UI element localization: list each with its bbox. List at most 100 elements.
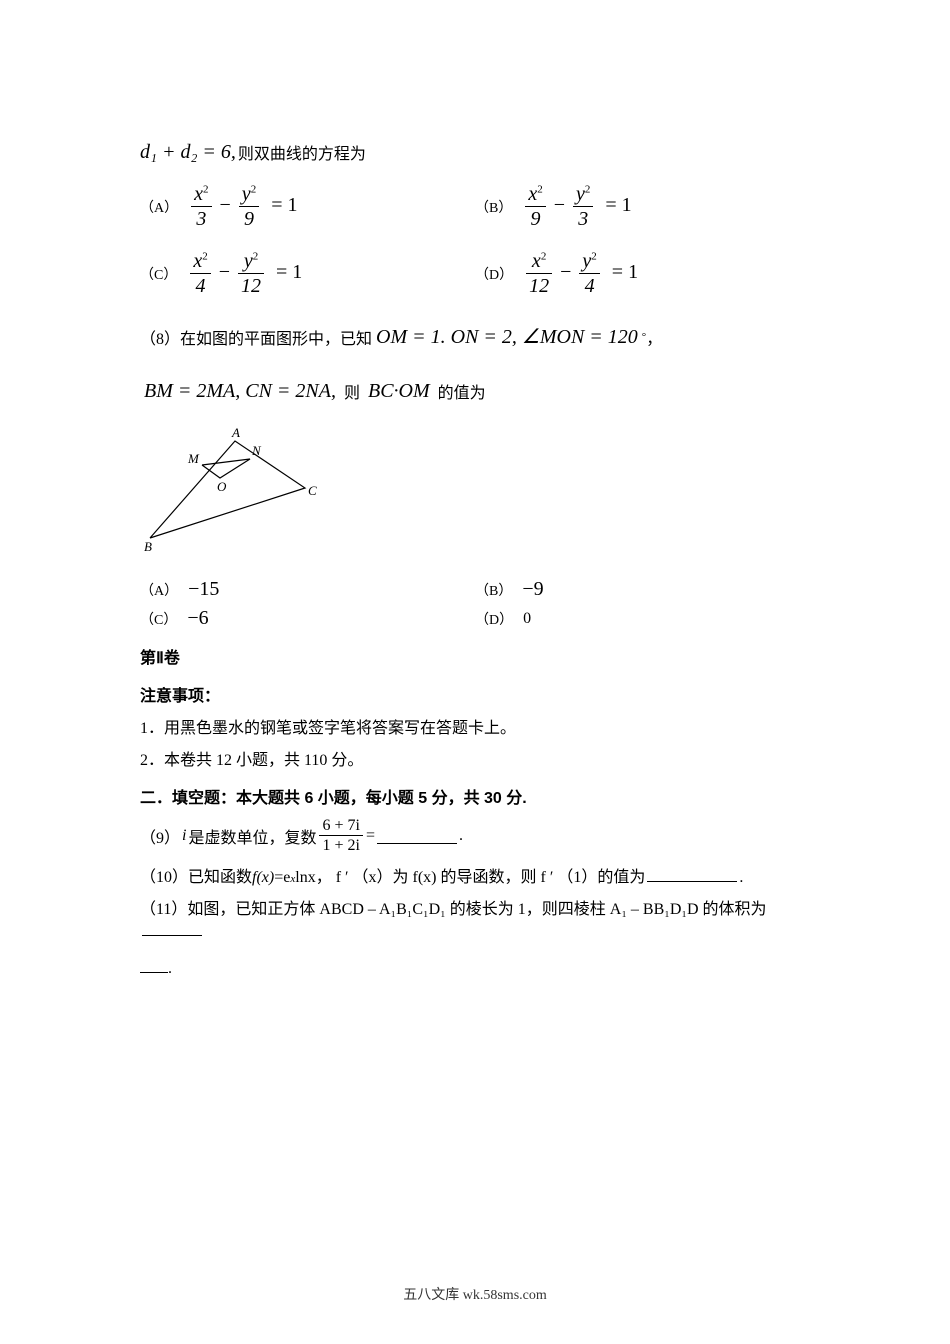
q9-num: 6 + 7i: [319, 816, 362, 835]
footer-text: 五八文库 wk.58sms.com: [0, 1284, 950, 1304]
label-B: B: [144, 539, 152, 554]
q8-mid: 则: [344, 379, 360, 403]
q11-label: （11）: [140, 895, 187, 919]
q8-opt-d: （D） 0: [475, 607, 810, 630]
label-A: A: [231, 425, 240, 440]
q9-pre: 是虚数单位，复数: [188, 824, 316, 848]
section2-note1: 1．用黑色墨水的钢笔或签字笔将答案写在答题卡上。: [140, 714, 810, 738]
den: 12: [238, 274, 264, 298]
den: 4: [193, 274, 209, 298]
section2-fill-head: 二．填空题：本大题共 6 小题，每小题 5 分，共 30 分.: [140, 784, 810, 808]
label-C: C: [308, 483, 317, 498]
q10-body-a: 已知函数: [188, 863, 252, 887]
q10-tail: .: [739, 869, 743, 887]
q7-opt-a: （A） x2 3 − y2 9 = 1: [140, 182, 475, 231]
frac-c1: x2 4: [190, 249, 210, 298]
frac-c2: y2 12: [238, 249, 264, 298]
sup: 2: [541, 250, 547, 262]
opt-label-d: （D）: [475, 264, 513, 284]
den: 4: [582, 274, 598, 298]
triangle-diagram-svg: A M N O C B: [140, 423, 330, 563]
q8-opt-b: （B） −9: [475, 578, 810, 601]
section2-note2: 2．本卷共 12 小题，共 110 分。: [140, 746, 810, 770]
den: 12: [526, 274, 552, 298]
q8-opt-val-d: 0: [523, 610, 531, 628]
q8-opt-label-c: （C）: [140, 609, 177, 629]
q8-eq2-right: BC·OM: [368, 380, 430, 403]
opt-a-eq: x2 3 − y2 9 = 1: [188, 182, 297, 231]
frac-d2: y2 4: [579, 249, 599, 298]
q8-eq2-left: BM = 2MA, CN = 2NA,: [144, 380, 336, 403]
q8-comma: ，: [646, 325, 662, 349]
rhs: = 1: [276, 261, 302, 283]
sup: 2: [585, 183, 591, 195]
label-M: M: [187, 451, 200, 466]
q8-opts-row2: （C） −6 （D） 0: [140, 607, 810, 630]
q8-opt-label-b: （B）: [475, 580, 512, 600]
q11-body: 如图，已知正方体 ABCD – A₁B₁C₁D₁ 的棱长为 1，则四棱柱 A₁ …: [187, 895, 766, 919]
num: x: [532, 250, 541, 272]
rhs: = 1: [271, 194, 297, 216]
frac-a1: x2 3: [191, 182, 211, 231]
section2-title: 第Ⅱ卷: [140, 644, 810, 668]
intro-text: 则双曲线的方程为: [238, 140, 366, 164]
q10-line: （10） 已知函数 f(x) =ex lnx， f ′ （x）为 f(x) 的导…: [140, 863, 810, 887]
frac-a2: y2 9: [239, 182, 259, 231]
q10-body-c: lnx， f ′ （x）为 f(x) 的导函数，则 f ′ （1）的值为: [295, 863, 645, 887]
q9-tail: .: [459, 827, 463, 845]
rhs: = 1: [605, 194, 631, 216]
q8-opt-label-d: （D）: [475, 609, 513, 629]
sup: 2: [251, 183, 257, 195]
q7-row1: （A） x2 3 − y2 9 = 1 （B） x2: [140, 182, 810, 231]
intro-line: d₁ + d₂ = 6, 则双曲线的方程为: [140, 140, 810, 164]
q8-opt-label-a: （A）: [140, 580, 178, 600]
q7-row2: （C） x2 4 − y2 12 = 1 （D） x2: [140, 249, 810, 298]
q8-opt-a: （A） −15: [140, 578, 475, 601]
q9-line: （9） i 是虚数单位，复数 6 + 7i 1 + 2i = .: [140, 816, 810, 855]
frac-d1: x2 12: [526, 249, 552, 298]
num: y: [582, 250, 591, 272]
q8-opt-val-a: −15: [188, 578, 219, 601]
opt-b-eq: x2 9 − y2 3 = 1: [522, 182, 631, 231]
q9-frac: 6 + 7i 1 + 2i: [319, 816, 362, 855]
q9-label: （9）: [140, 824, 180, 848]
opt-c-eq: x2 4 − y2 12 = 1: [187, 249, 302, 298]
opt-d-eq: x2 12 − y2 4 = 1: [523, 249, 638, 298]
num: y: [244, 250, 253, 272]
den: 3: [575, 207, 591, 231]
q8-tail: 的值为: [438, 379, 486, 403]
q9-eq: =: [366, 827, 375, 845]
q9-den: 1 + 2i: [319, 836, 362, 855]
q8-line2: BM = 2MA, CN = 2NA, 则 BC·OM 的值为: [140, 379, 810, 403]
sup: 2: [202, 250, 208, 262]
rhs: = 1: [612, 261, 638, 283]
q10-label: （10）: [140, 863, 188, 887]
q8-pretext: 在如图的平面图形中，已知: [180, 325, 372, 349]
q8-label: （8）: [140, 325, 180, 349]
q10-blank: [647, 865, 737, 882]
den: 3: [193, 207, 209, 231]
q11-tail-blank: [140, 956, 168, 973]
sup: 2: [203, 183, 209, 195]
num: x: [193, 250, 202, 272]
opt-label-a: （A）: [140, 197, 178, 217]
q10-fx: f(x): [252, 869, 274, 887]
den: 9: [241, 207, 257, 231]
label-O: O: [217, 479, 227, 494]
q8-opt-c: （C） −6: [140, 607, 475, 630]
num: y: [242, 183, 251, 205]
num: y: [576, 183, 585, 205]
q7-opt-d: （D） x2 12 − y2 4 = 1: [475, 249, 810, 298]
q10-body-b: =e: [274, 869, 290, 887]
frac-b1: x2 9: [525, 182, 545, 231]
opt-label-b: （B）: [475, 197, 512, 217]
q8-opt-val-b: −9: [522, 578, 543, 601]
intro-eq: d₁ + d₂ = 6,: [140, 141, 236, 164]
q7-opt-b: （B） x2 9 − y2 3 = 1: [475, 182, 810, 231]
q11-dot: .: [168, 960, 172, 977]
num: x: [528, 183, 537, 205]
q7-opt-c: （C） x2 4 − y2 12 = 1: [140, 249, 475, 298]
num: x: [194, 183, 203, 205]
label-N: N: [251, 443, 262, 458]
section2-note-title: 注意事项：: [140, 682, 810, 706]
